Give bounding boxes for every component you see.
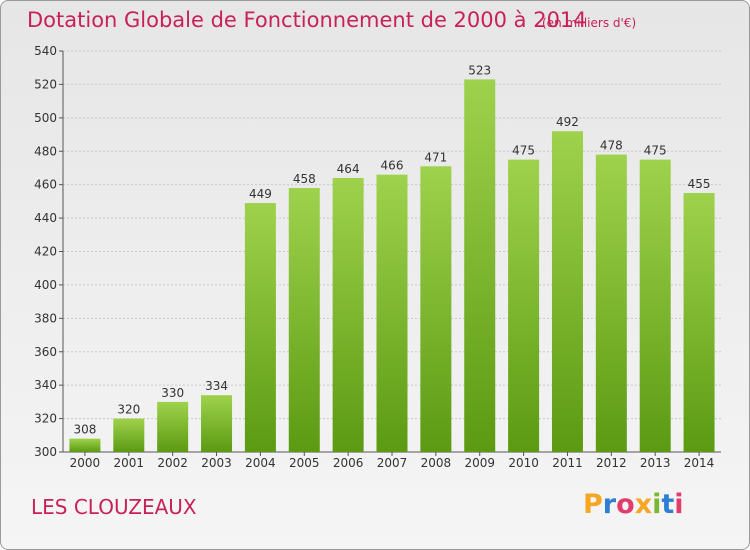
- x-tick-label: 2007: [377, 456, 408, 470]
- logo-letter: r: [602, 489, 617, 520]
- logo-letter: P: [583, 489, 603, 520]
- bar: [376, 174, 408, 452]
- bar: [639, 159, 671, 452]
- x-tick-label: 2009: [464, 456, 495, 470]
- bar-value-label: 458: [293, 172, 316, 186]
- y-tick-label: 400: [34, 278, 57, 292]
- chart-title: Dotation Globale de Fonctionnement de 20…: [27, 8, 587, 32]
- bar-value-label: 466: [381, 159, 404, 173]
- bar-value-label: 475: [512, 144, 535, 158]
- bar: [69, 438, 101, 452]
- bar-value-label: 475: [644, 144, 667, 158]
- bar-value-label: 320: [117, 403, 140, 417]
- bar: [113, 418, 145, 452]
- y-tick-label: 440: [34, 211, 57, 225]
- bar: [683, 193, 715, 453]
- x-tick-label: 2000: [70, 456, 101, 470]
- bar-value-label: 523: [468, 63, 491, 77]
- y-tick-label: 460: [34, 178, 57, 192]
- commune-name: LES CLOUZEAUX: [31, 495, 197, 519]
- logo-letter: x: [634, 489, 653, 520]
- bar-value-label: 471: [424, 150, 447, 164]
- y-tick-label: 340: [34, 378, 57, 392]
- bar: [508, 159, 540, 452]
- x-tick-label: 2004: [245, 456, 276, 470]
- proxiti-logo: Proxiti: [583, 489, 684, 520]
- y-tick-label: 500: [34, 111, 57, 125]
- y-tick-label: 300: [34, 445, 57, 459]
- bar: [332, 177, 364, 452]
- y-tick-label: 540: [34, 44, 57, 58]
- logo-letter: t: [661, 489, 675, 520]
- x-tick-label: 2011: [552, 456, 583, 470]
- x-tick-label: 2012: [596, 456, 627, 470]
- bar-value-label: 464: [337, 162, 360, 176]
- x-tick-label: 2008: [421, 456, 452, 470]
- x-tick-label: 2006: [333, 456, 364, 470]
- bar: [244, 203, 276, 452]
- bar-value-label: 492: [556, 115, 579, 129]
- x-tick-label: 2013: [640, 456, 671, 470]
- x-tick-label: 2001: [114, 456, 145, 470]
- bars: [69, 79, 715, 453]
- bar: [420, 166, 452, 452]
- y-tick-label: 380: [34, 311, 57, 325]
- x-tick-label: 2014: [684, 456, 715, 470]
- bar: [288, 188, 320, 452]
- bar: [201, 395, 233, 452]
- y-tick-label: 520: [34, 77, 57, 91]
- y-tick-label: 480: [34, 144, 57, 158]
- x-tick-label: 2010: [508, 456, 539, 470]
- bar-value-label: 334: [205, 379, 228, 393]
- logo-letter: o: [616, 489, 635, 520]
- y-tick-label: 360: [34, 345, 57, 359]
- logo-letter: i: [652, 489, 662, 520]
- x-tick-label: 2003: [201, 456, 232, 470]
- bar: [464, 79, 496, 452]
- x-tick-label: 2005: [289, 456, 320, 470]
- bar-value-label: 308: [73, 423, 96, 437]
- x-tick-label: 2002: [157, 456, 188, 470]
- bar: [157, 401, 189, 452]
- logo-letter: i: [674, 489, 684, 520]
- y-tick-label: 420: [34, 245, 57, 259]
- bar: [595, 154, 627, 452]
- y-tick-label: 320: [34, 412, 57, 426]
- labels: 308 2000 320 2001 330 2002 334 2003 449 2004 458 20…: [70, 63, 715, 470]
- bar-value-label: 455: [688, 177, 711, 191]
- unit-note: (en milliers d'€): [542, 16, 637, 30]
- bar-value-label: 449: [249, 187, 272, 201]
- bar-value-label: 330: [161, 386, 184, 400]
- bar: [551, 131, 583, 452]
- bar-value-label: 478: [600, 139, 623, 153]
